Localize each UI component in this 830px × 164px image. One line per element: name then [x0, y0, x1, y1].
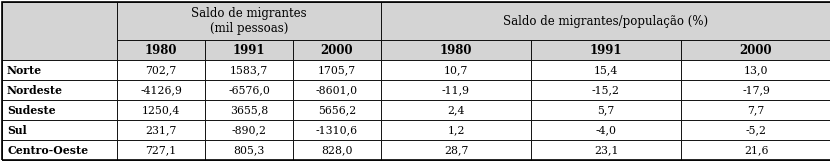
Text: Norte: Norte	[7, 64, 42, 75]
Bar	[205, 140, 293, 160]
Text: 2000: 2000	[740, 43, 772, 57]
Bar	[117, 40, 205, 60]
Text: 727,1: 727,1	[145, 145, 177, 155]
Bar	[205, 40, 293, 60]
Text: 10,7: 10,7	[444, 65, 468, 75]
Text: -890,2: -890,2	[232, 125, 266, 135]
Bar	[117, 2, 381, 40]
Text: 21,6: 21,6	[744, 145, 769, 155]
Text: Sul: Sul	[7, 124, 27, 135]
Text: 13,0: 13,0	[744, 65, 769, 75]
Bar	[381, 40, 531, 60]
Text: -4126,9: -4126,9	[140, 85, 182, 95]
Bar	[293, 60, 381, 80]
Text: -4,0: -4,0	[595, 125, 617, 135]
Text: 1705,7: 1705,7	[318, 65, 356, 75]
Bar	[2, 2, 117, 60]
Bar	[205, 100, 293, 120]
Text: 1583,7: 1583,7	[230, 65, 268, 75]
Bar	[2, 80, 117, 100]
Text: 828,0: 828,0	[321, 145, 353, 155]
Bar	[2, 120, 117, 140]
Text: 1,2: 1,2	[447, 125, 465, 135]
Text: Sudeste: Sudeste	[7, 104, 56, 115]
Bar	[381, 140, 531, 160]
Text: 2000: 2000	[320, 43, 354, 57]
Bar	[117, 80, 205, 100]
Text: Saldo de migrantes/população (%): Saldo de migrantes/população (%)	[504, 14, 709, 28]
Bar	[531, 80, 681, 100]
Bar	[381, 100, 531, 120]
Bar	[681, 120, 830, 140]
Text: 805,3: 805,3	[233, 145, 265, 155]
Bar	[531, 140, 681, 160]
Text: -8601,0: -8601,0	[316, 85, 358, 95]
Bar	[205, 60, 293, 80]
Bar	[117, 60, 205, 80]
Bar	[293, 120, 381, 140]
Bar	[531, 120, 681, 140]
Text: 15,4: 15,4	[594, 65, 618, 75]
Text: 5,7: 5,7	[598, 105, 615, 115]
Text: Nordeste: Nordeste	[7, 84, 63, 95]
Text: Saldo de migrantes
(mil pessoas): Saldo de migrantes (mil pessoas)	[191, 7, 307, 35]
Bar	[2, 60, 117, 80]
Text: -5,2: -5,2	[745, 125, 766, 135]
Text: 231,7: 231,7	[145, 125, 177, 135]
Bar	[293, 140, 381, 160]
Bar	[681, 60, 830, 80]
Text: 1980: 1980	[144, 43, 178, 57]
Text: 2,4: 2,4	[447, 105, 465, 115]
Bar	[381, 2, 830, 40]
Bar	[2, 140, 117, 160]
Bar	[293, 100, 381, 120]
Bar	[681, 140, 830, 160]
Text: 7,7: 7,7	[747, 105, 764, 115]
Text: Centro-Oeste: Centro-Oeste	[7, 144, 88, 155]
Bar	[531, 60, 681, 80]
Bar	[531, 40, 681, 60]
Text: -1310,6: -1310,6	[316, 125, 358, 135]
Text: 28,7: 28,7	[444, 145, 468, 155]
Bar	[681, 80, 830, 100]
Bar	[531, 100, 681, 120]
Bar	[381, 80, 531, 100]
Bar	[117, 120, 205, 140]
Bar	[381, 120, 531, 140]
Text: -6576,0: -6576,0	[228, 85, 270, 95]
Bar	[117, 100, 205, 120]
Text: -11,9: -11,9	[442, 85, 470, 95]
Text: 23,1: 23,1	[593, 145, 618, 155]
Bar	[381, 60, 531, 80]
Bar	[293, 40, 381, 60]
Bar	[681, 100, 830, 120]
Text: 1991: 1991	[590, 43, 622, 57]
Text: 702,7: 702,7	[145, 65, 177, 75]
Bar	[293, 80, 381, 100]
Text: -17,9: -17,9	[742, 85, 770, 95]
Text: -15,2: -15,2	[592, 85, 620, 95]
Bar	[205, 120, 293, 140]
Text: 1980: 1980	[440, 43, 472, 57]
Bar	[117, 140, 205, 160]
Bar	[2, 100, 117, 120]
Bar	[205, 80, 293, 100]
Text: 3655,8: 3655,8	[230, 105, 268, 115]
Text: 5656,2: 5656,2	[318, 105, 356, 115]
Bar	[681, 40, 830, 60]
Text: 1991: 1991	[232, 43, 266, 57]
Text: 1250,4: 1250,4	[142, 105, 180, 115]
